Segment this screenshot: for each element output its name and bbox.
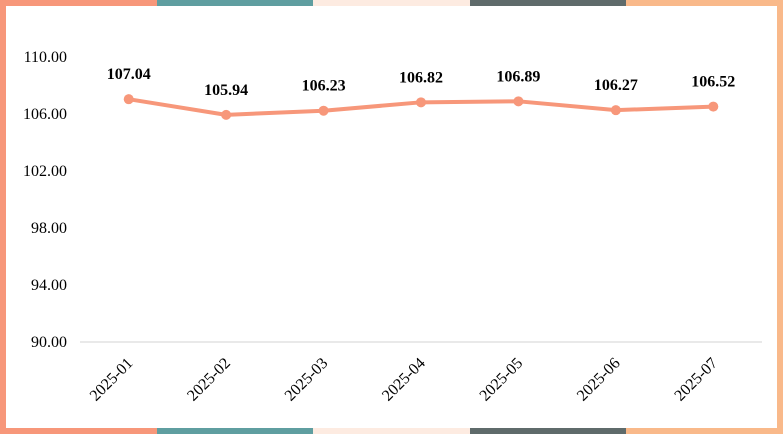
data-label: 106.27 [594, 77, 638, 94]
data-label-layer: 107.04 105.94 106.23 106.82 106.89 106.27 106.… [107, 66, 736, 99]
frame-band-segment [0, 0, 158, 6]
frame-band-segment [469, 0, 628, 6]
y-tick-label: 98.00 [31, 220, 67, 237]
data-label: 107.04 [107, 66, 151, 83]
data-point [221, 109, 232, 120]
frame-band-segment [313, 428, 471, 434]
frame-band-segment [156, 428, 315, 434]
data-point [416, 97, 426, 108]
x-tick-label: 2025-03 [282, 355, 332, 405]
x-tick-label: 2025-05 [477, 355, 527, 405]
data-point [513, 96, 524, 107]
left-frame-edge [0, 0, 6, 434]
y-tick-label: 90.00 [31, 334, 67, 351]
y-tick-label: 102.00 [23, 163, 67, 180]
frame-band-segment [313, 0, 471, 6]
y-tick-label: 94.00 [31, 277, 67, 294]
x-tick-label: 2025-04 [379, 355, 429, 405]
y-tick-label: 110.00 [24, 49, 67, 66]
data-point [610, 105, 621, 116]
frame-band-segment [626, 0, 783, 6]
data-point [123, 94, 134, 105]
frame-band-segment [626, 428, 783, 434]
x-tick-label: 2025-01 [87, 355, 137, 405]
data-label: 106.82 [399, 69, 443, 86]
x-tick-label: 2025-07 [671, 355, 721, 405]
frame-band-segment [469, 428, 628, 434]
x-tick-label: 2025-06 [574, 355, 624, 405]
data-label: 106.52 [691, 74, 735, 91]
right-frame-edge [777, 0, 783, 434]
data-point [708, 101, 719, 112]
frame-band-segment [156, 0, 315, 6]
y-axis: 90.00 94.00 98.00 102.00 106.00 110.00 [23, 49, 67, 351]
data-label: 106.89 [496, 68, 540, 85]
x-tick-label: 2025-02 [184, 355, 234, 405]
y-tick-label: 106.00 [23, 106, 67, 123]
data-point [318, 105, 329, 116]
series-layer [123, 94, 719, 120]
bottom-color-band [0, 428, 783, 434]
top-color-band [0, 0, 783, 6]
data-label: 105.94 [204, 82, 248, 99]
frame-band-segment [0, 428, 158, 434]
x-axis: 2025-01 2025-02 2025-03 2025-04 2025-05 2025-… [80, 341, 762, 405]
data-label: 106.23 [302, 78, 346, 95]
